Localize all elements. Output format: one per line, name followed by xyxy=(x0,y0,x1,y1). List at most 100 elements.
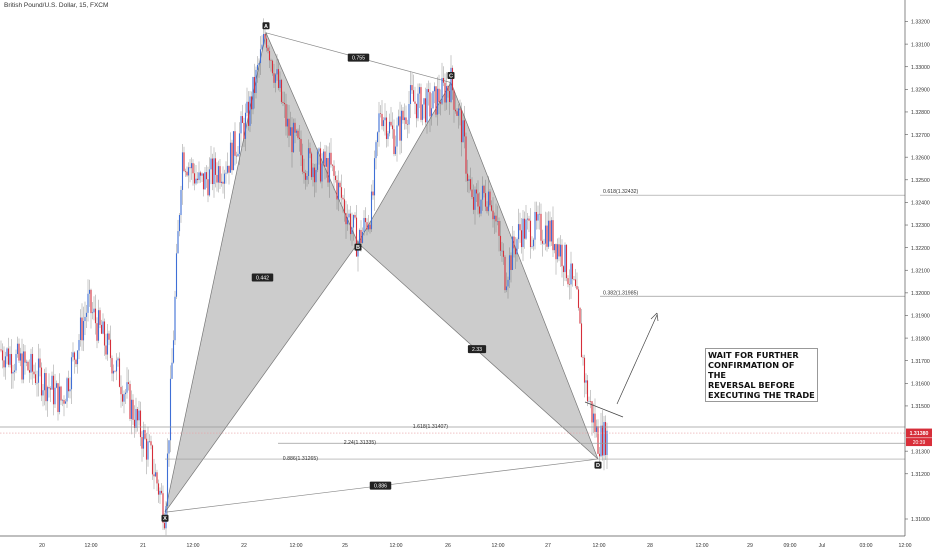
candle-body xyxy=(346,217,349,225)
candle-body xyxy=(342,197,344,200)
candle-body xyxy=(573,279,575,280)
candle-body xyxy=(274,74,277,83)
candle-body xyxy=(136,409,139,421)
candle-body xyxy=(141,437,143,449)
candle-body xyxy=(241,116,244,123)
x-tick-label: 26 xyxy=(445,543,451,549)
candle-body xyxy=(219,166,221,183)
candle-body xyxy=(87,293,89,313)
y-tick-label: 1.31900 xyxy=(911,314,930,320)
candle-body xyxy=(387,133,389,139)
candle-body xyxy=(312,167,314,178)
candle-body xyxy=(327,158,329,183)
candle-body xyxy=(580,323,583,358)
candle-body xyxy=(544,225,547,244)
candle-body xyxy=(397,116,400,126)
candle-body xyxy=(208,169,211,196)
countdown-tag xyxy=(906,438,932,447)
candle-body xyxy=(411,85,413,91)
candle-body xyxy=(441,78,443,104)
candle-body xyxy=(52,375,55,405)
candle-body xyxy=(105,345,107,355)
candle-body xyxy=(277,69,280,89)
candle-body xyxy=(526,218,529,220)
candle-body xyxy=(459,108,461,111)
point-badge xyxy=(262,22,270,30)
candle-body xyxy=(238,133,241,154)
candle-body xyxy=(339,182,341,188)
candle-body xyxy=(406,123,409,125)
candle-body xyxy=(478,206,481,214)
candle-body xyxy=(63,399,65,404)
candle-body xyxy=(325,158,328,167)
projection-arrow-head xyxy=(650,312,659,322)
candle-body xyxy=(118,358,121,387)
level-label: 1.618(1.31407) xyxy=(413,424,448,430)
candle-body xyxy=(106,333,109,355)
candle-body xyxy=(76,350,79,365)
candle-body xyxy=(138,410,140,421)
candle-body xyxy=(534,211,536,240)
candle-body xyxy=(451,67,454,91)
candle-body xyxy=(46,387,49,402)
candle-body xyxy=(45,373,47,402)
candle-body xyxy=(252,76,254,110)
candle-body xyxy=(484,193,487,207)
candle-body xyxy=(168,440,170,454)
candle-body xyxy=(402,110,404,121)
candle-body xyxy=(471,189,473,198)
candle-body xyxy=(345,213,347,225)
candle-body xyxy=(498,221,500,236)
candle-body xyxy=(351,227,353,235)
candle-body xyxy=(391,125,394,130)
candle-body xyxy=(205,172,208,180)
candle-body xyxy=(0,349,2,351)
candle-body xyxy=(13,370,16,372)
candle-body xyxy=(601,425,604,456)
candle-body xyxy=(508,255,511,280)
x-tick-label: 21 xyxy=(140,543,146,549)
candle-body xyxy=(487,191,490,212)
candle-body xyxy=(123,394,125,402)
candle-body xyxy=(85,312,88,317)
candle-body xyxy=(537,214,539,221)
candle-body xyxy=(364,217,367,223)
candle-body xyxy=(195,178,197,184)
candle-body xyxy=(460,110,463,143)
candle-body xyxy=(156,472,158,484)
candle-body xyxy=(541,240,544,244)
x-tick-label: 12:00 xyxy=(492,543,505,549)
candle-body xyxy=(372,191,374,196)
candle-body xyxy=(279,79,281,89)
candle-body xyxy=(444,82,446,103)
x-tick-label: 12:00 xyxy=(696,543,709,549)
ratio-badge xyxy=(347,53,370,62)
candle-body xyxy=(214,158,217,175)
candle-body xyxy=(331,164,334,166)
candle-body xyxy=(514,248,517,255)
candle-body xyxy=(400,110,403,141)
candle-body xyxy=(445,86,448,103)
candle-body xyxy=(243,122,245,139)
candle-body xyxy=(4,356,7,368)
ratio-label: 0.755 xyxy=(352,56,365,62)
candle-body xyxy=(154,472,157,477)
candle-body xyxy=(199,172,202,176)
candle-body xyxy=(531,246,533,248)
candle-body xyxy=(231,142,233,171)
candle-body xyxy=(579,307,581,324)
candle-body xyxy=(412,90,415,102)
candle-body xyxy=(66,378,68,402)
pattern-xab-triangle xyxy=(164,31,359,513)
candle-body xyxy=(501,250,503,252)
candle-body xyxy=(502,250,505,257)
candle-body xyxy=(75,359,77,365)
candle-body xyxy=(435,86,437,115)
x-tick-label: 28 xyxy=(647,543,653,549)
candle-body xyxy=(595,426,598,432)
candle-body xyxy=(592,413,595,423)
candle-body xyxy=(562,266,565,273)
candle-body xyxy=(337,182,340,200)
candle-body xyxy=(408,104,410,125)
